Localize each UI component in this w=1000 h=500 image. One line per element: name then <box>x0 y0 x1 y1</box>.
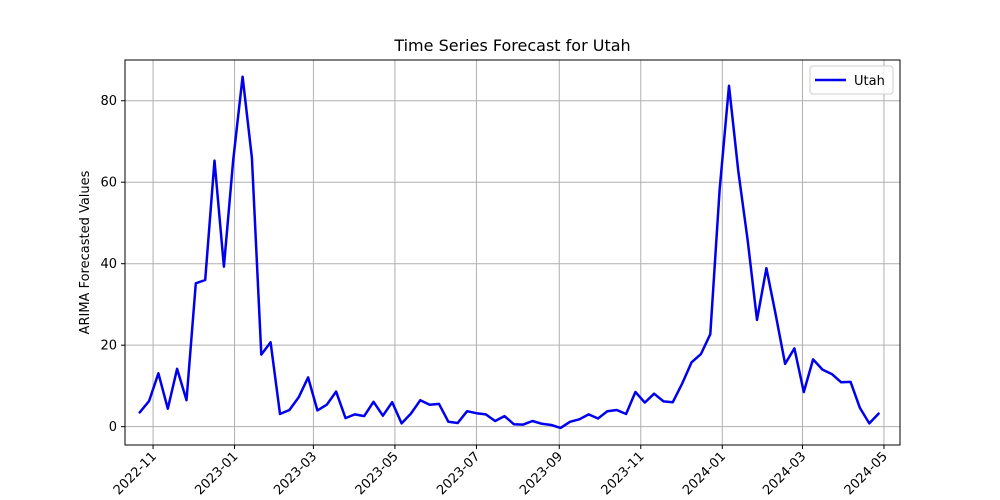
legend: Utah <box>809 65 894 95</box>
y-tick-label: 60 <box>100 176 117 191</box>
y-tick-label: 40 <box>100 257 117 272</box>
y-tick-label: 80 <box>100 94 117 109</box>
series-line-utah <box>138 75 880 430</box>
y-axis: 0 20 40 60 80 <box>100 94 125 435</box>
plot-frame <box>124 59 901 446</box>
chart-title: Time Series Forecast for Utah <box>393 36 630 55</box>
y-axis-label: ARIMA Forecasted Values <box>78 170 93 334</box>
legend-box <box>809 65 894 95</box>
grid-lines <box>125 60 900 445</box>
series-layer <box>138 75 880 430</box>
y-tick-label: 0 <box>109 420 117 435</box>
y-tick-label: 20 <box>100 339 117 354</box>
legend-label-utah: Utah <box>854 74 885 89</box>
